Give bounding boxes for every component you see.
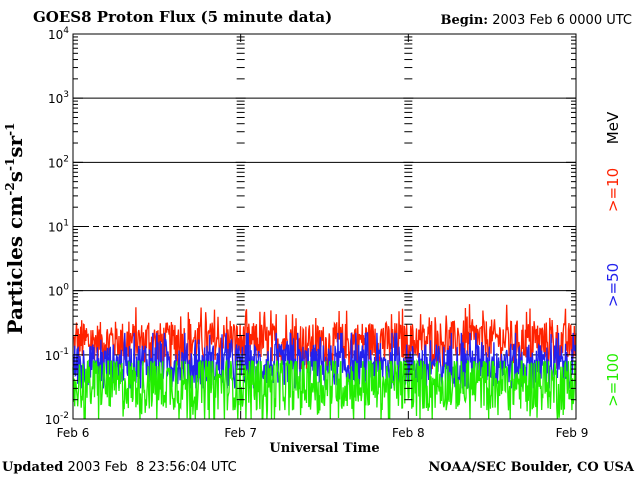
series-line-ge10 [72, 304, 577, 370]
organization-credit: NOAA/SEC Boulder, CO USA [428, 460, 634, 475]
begin-value: 2003 Feb 6 0000 UTC [492, 13, 632, 28]
series-line-ge50 [72, 332, 577, 389]
y-tick-label: 102 [48, 154, 69, 170]
x-tick-label: Feb 8 [392, 426, 425, 440]
y-tick-label: 101 [48, 219, 69, 235]
updated-timestamp: Updated 2003 Feb 8 23:56:04 UTC [2, 460, 237, 475]
updated-label: Updated [2, 460, 64, 475]
label-layer: 10-2 10-1 100 101 102 103 104 Feb 6 Feb 7 Feb 8 Fe… [3, 26, 622, 456]
y-tick-label: 100 [48, 283, 69, 299]
begin-timestamp: Begin: 2003 Feb 6 0000 UTC [441, 13, 632, 28]
y-tick-label: 10-1 [45, 347, 69, 363]
y-tick-label: 104 [48, 26, 69, 42]
y-tick-label: 103 [48, 90, 69, 106]
legend-label: >=50 [604, 263, 622, 307]
series-layer [72, 304, 577, 420]
series-line-ge100 [72, 358, 577, 420]
y-tick-label: 10-2 [45, 411, 69, 427]
x-tick-label: Feb 6 [57, 426, 90, 440]
axis-layer [72, 33, 577, 420]
chart-title: GOES8 Proton Flux (5 minute data) [33, 8, 333, 26]
legend-label: >=100 [604, 353, 622, 407]
legend-label: >=10 [604, 168, 622, 212]
x-tick-label: Feb 9 [556, 426, 589, 440]
y-axis-title: Particles cm-2s-1sr-1 [3, 123, 27, 335]
legend-unit: MeV [604, 111, 622, 144]
begin-label: Begin: [440, 13, 489, 28]
grid-layer [73, 97, 576, 356]
updated-value: 2003 Feb 8 23:56:04 UTC [67, 460, 237, 475]
x-tick-label: Feb 7 [224, 426, 257, 440]
x-axis-title: Universal Time [269, 441, 379, 456]
